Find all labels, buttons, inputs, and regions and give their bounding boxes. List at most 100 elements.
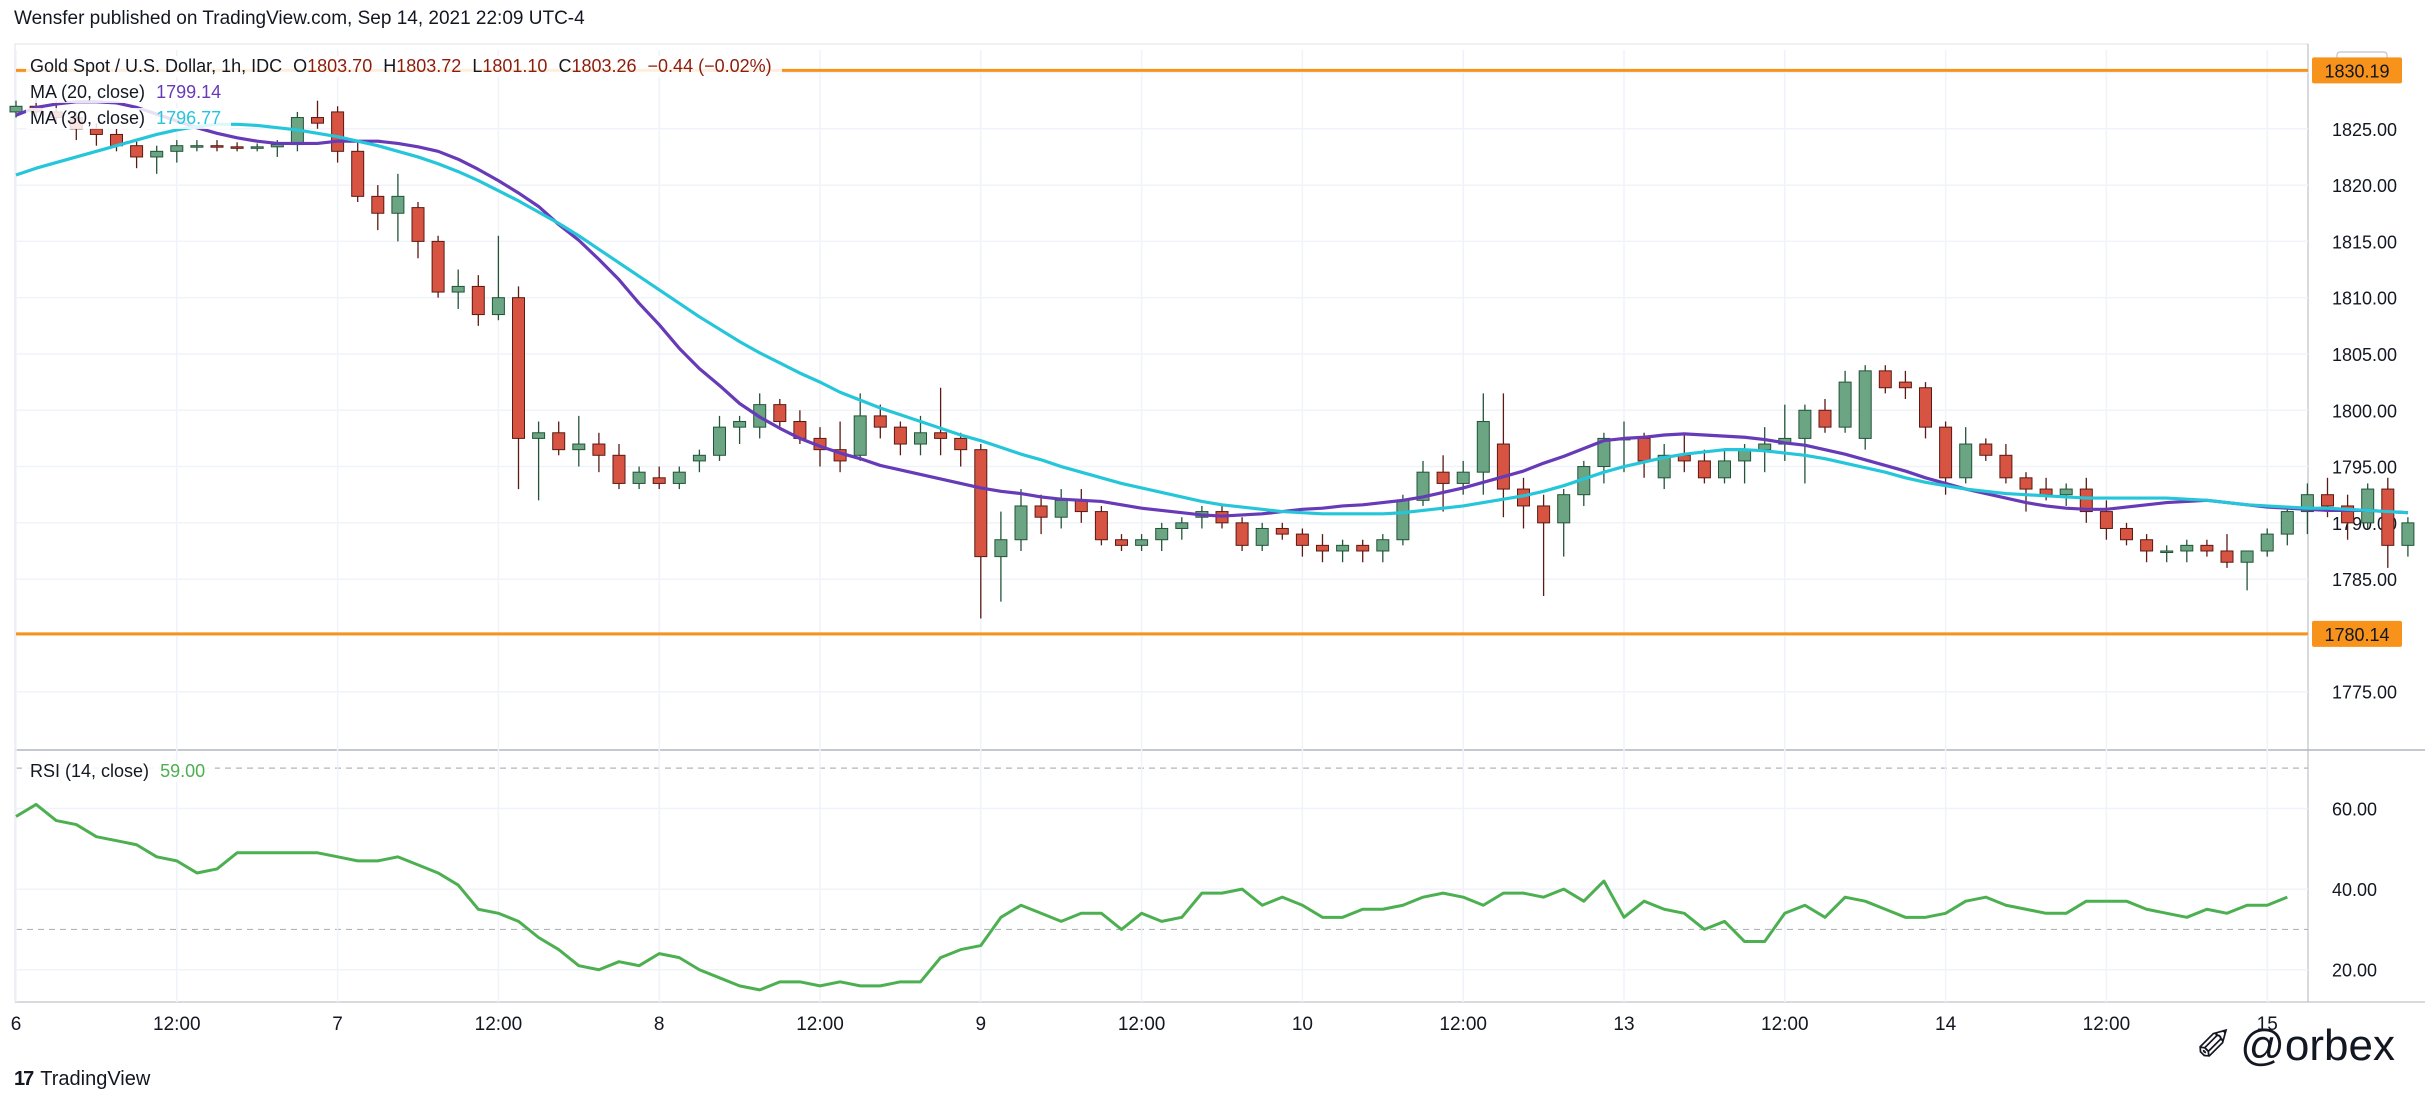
candle (1155, 522, 1169, 551)
candle-body (1034, 505, 1048, 518)
rsi-value: 59.00 (160, 761, 206, 781)
candle (1336, 539, 1350, 563)
candle (1295, 528, 1309, 557)
rsi-tick-label: 60.00 (2332, 799, 2377, 819)
candle (1235, 517, 1249, 551)
candle (2200, 539, 2214, 557)
legend-close: C1803.26 (558, 56, 637, 76)
level-price-label: 1830.19 (2324, 61, 2389, 81)
candle (2180, 539, 2194, 563)
candle (692, 449, 706, 473)
candle-body (1959, 443, 1973, 479)
candle-body (230, 146, 244, 149)
candle-body (974, 449, 988, 558)
candle-body (1939, 426, 1953, 479)
tradingview-brand[interactable]: 17 TradingView (14, 1068, 150, 1091)
candle-body (2200, 544, 2214, 552)
level-price-label: 1780.14 (2324, 625, 2389, 645)
candle (1034, 494, 1048, 535)
candle (130, 140, 144, 169)
candle (1115, 534, 1128, 551)
level-price-tag (2312, 620, 2402, 647)
candle (1255, 522, 1269, 551)
candle (1537, 494, 1551, 597)
candle (1094, 505, 1108, 546)
candle (2059, 483, 2073, 506)
candle-body (1295, 533, 1309, 546)
candle-body (672, 471, 686, 484)
candle (592, 432, 606, 473)
candle (1316, 534, 1329, 563)
candle-body (1336, 544, 1350, 552)
candle (250, 143, 264, 152)
candle-body (1094, 511, 1108, 541)
candle (1356, 539, 1370, 563)
candle (1275, 522, 1289, 540)
candle-body (2160, 550, 2174, 553)
candle (1919, 382, 1932, 439)
ma20-line (15, 100, 2408, 518)
candle (1878, 365, 1892, 394)
candle-body (1014, 505, 1028, 541)
candle (431, 235, 445, 298)
candle (1476, 393, 1490, 495)
candle-body (1376, 539, 1390, 552)
candle-body (1537, 505, 1551, 524)
orbex-logo-icon: ✐ (2195, 1021, 2233, 1070)
published-header: Wensfer published on TradingView.com, Se… (14, 8, 585, 29)
candle-body (552, 432, 566, 451)
candle (2160, 545, 2174, 563)
ma30-line (15, 122, 2408, 516)
candle (954, 432, 968, 467)
candle (391, 173, 405, 242)
candle-body (1235, 522, 1249, 546)
candle-body (150, 150, 164, 158)
candle-body (873, 415, 887, 428)
candle (1436, 455, 1450, 512)
candle-body (2220, 550, 2234, 563)
candle-body (1115, 539, 1128, 546)
candle-body (331, 111, 345, 152)
candle-body (1275, 527, 1289, 535)
candle (893, 421, 907, 456)
candle-body (713, 426, 726, 456)
rsi-label: RSI (14, close) (30, 761, 150, 781)
candle-body (1054, 499, 1068, 518)
candle (1979, 438, 1993, 461)
legend-high: H1803.72 (383, 56, 462, 76)
candle (733, 415, 747, 445)
candle-body (1396, 499, 1410, 541)
candle (2240, 550, 2254, 591)
candle-body (914, 432, 927, 445)
candle (1597, 432, 1611, 484)
candle (1697, 449, 1711, 484)
candle-body (130, 145, 144, 158)
candle (2120, 522, 2133, 546)
candle (1838, 370, 1852, 433)
price-tick-label: 1810.00 (2332, 289, 2397, 309)
candle (451, 269, 465, 309)
ma30-legend: MA (30, close) 1796.77 (26, 108, 232, 129)
time-tick-label: 12:00 (1118, 1014, 1166, 1035)
candle (853, 393, 867, 461)
price-tick-label: 1785.00 (2332, 570, 2397, 590)
legend-change: −0.44 (−0.02%) (647, 56, 772, 76)
candle-body (1878, 370, 1892, 389)
candle-body (2180, 544, 2194, 552)
level-price-tag (2312, 57, 2402, 84)
candle-body (632, 471, 646, 484)
candle (773, 399, 787, 428)
candle (1517, 477, 1530, 529)
time-tick-label: 15 (2257, 1014, 2278, 1035)
candle-body (9, 105, 23, 113)
candle-body (2381, 488, 2395, 546)
price-tick-label: 1815.00 (2332, 232, 2397, 252)
orbex-watermark-text: @orbex (2240, 1020, 2395, 1070)
candle-body (391, 195, 405, 214)
candle-body (1476, 421, 1490, 473)
rsi-tick-label: 20.00 (2332, 961, 2377, 981)
candle-body (853, 415, 867, 456)
candle (2381, 477, 2395, 568)
candle (2079, 477, 2093, 523)
candle-body (2280, 511, 2294, 535)
